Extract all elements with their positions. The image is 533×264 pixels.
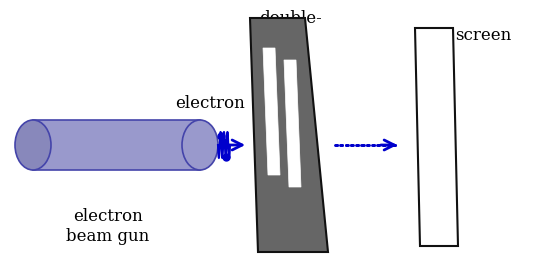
Text: screen: screen bbox=[455, 26, 511, 44]
Polygon shape bbox=[263, 48, 280, 175]
Ellipse shape bbox=[15, 120, 51, 170]
Text: double-
slit: double- slit bbox=[259, 10, 321, 47]
Text: electron: electron bbox=[175, 95, 245, 111]
Polygon shape bbox=[250, 18, 328, 252]
Ellipse shape bbox=[182, 120, 218, 170]
Text: electron
beam gun: electron beam gun bbox=[66, 208, 149, 245]
Polygon shape bbox=[284, 60, 301, 187]
Polygon shape bbox=[415, 28, 458, 246]
Bar bbox=[33, 120, 200, 170]
